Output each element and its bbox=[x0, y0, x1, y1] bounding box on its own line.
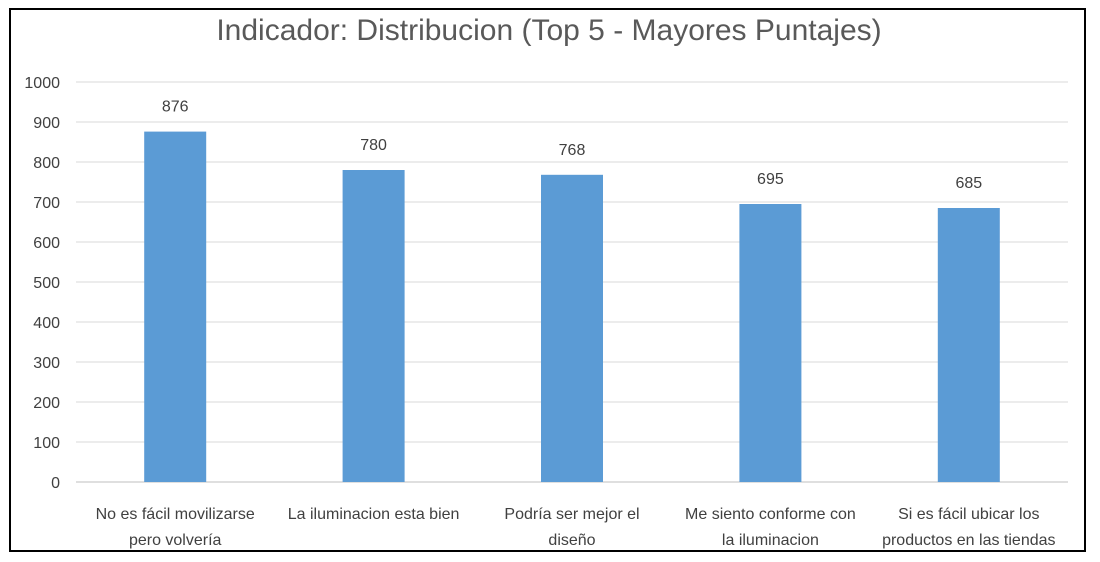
y-tick-label: 900 bbox=[33, 115, 60, 132]
category-label: Si es fácil ubicar los bbox=[898, 506, 1039, 523]
x-axis-categories: No es fácil movilizarse pero volvería La i… bbox=[96, 506, 1056, 549]
category-label: No es fácil movilizarse bbox=[96, 506, 255, 523]
bar bbox=[541, 174, 603, 483]
y-tick-label: 800 bbox=[33, 155, 60, 172]
y-tick-label: 600 bbox=[33, 235, 60, 252]
category-label: Me siento conforme con bbox=[685, 506, 856, 523]
y-tick-label: 1000 bbox=[24, 75, 60, 92]
data-label: 768 bbox=[559, 142, 586, 159]
data-label: 685 bbox=[955, 175, 982, 192]
bars bbox=[144, 131, 1000, 483]
data-label: 780 bbox=[360, 137, 387, 154]
category-label: diseño bbox=[548, 532, 595, 549]
category-label: Podría ser mejor el bbox=[504, 506, 639, 523]
category-label: la iluminacion bbox=[722, 532, 819, 549]
bar bbox=[144, 131, 207, 482]
data-label: 876 bbox=[162, 99, 189, 116]
y-tick-label: 200 bbox=[33, 395, 60, 412]
data-labels: 876 780 768 695 685 bbox=[162, 99, 982, 192]
category-label: pero volvería bbox=[129, 532, 222, 549]
bar bbox=[739, 204, 802, 482]
data-label: 695 bbox=[757, 171, 784, 188]
y-tick-label: 300 bbox=[33, 355, 60, 372]
y-tick-label: 700 bbox=[33, 195, 60, 212]
bar bbox=[342, 170, 405, 482]
category-label: productos en las tiendas bbox=[882, 532, 1055, 549]
y-tick-label: 400 bbox=[33, 315, 60, 332]
chart-title: Indicador: Distribucion (Top 5 - Mayores… bbox=[216, 14, 881, 47]
y-tick-label: 100 bbox=[33, 435, 60, 452]
y-tick-label: 500 bbox=[33, 275, 60, 292]
y-tick-label: 0 bbox=[51, 475, 60, 492]
bar bbox=[937, 208, 1000, 482]
category-label: La iluminacion esta bien bbox=[288, 506, 460, 523]
y-axis-ticks: 0 100 200 300 400 500 600 700 800 900 1000 bbox=[24, 75, 60, 492]
gridlines bbox=[76, 81, 1068, 483]
